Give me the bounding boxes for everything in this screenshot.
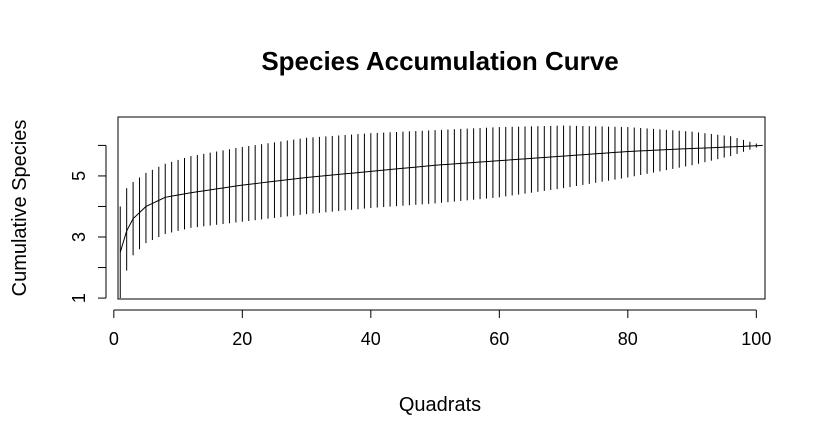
x-axis: 0 20 40 60 80 100 bbox=[109, 309, 771, 349]
x-tick-label: 20 bbox=[232, 329, 252, 349]
x-axis-label: Quadrats bbox=[399, 394, 481, 416]
y-tick-label: 3 bbox=[69, 232, 89, 242]
chart-title: Species Accumulation Curve bbox=[261, 46, 618, 76]
x-tick-label: 0 bbox=[109, 329, 119, 349]
plot-frame bbox=[117, 116, 766, 300]
x-tick-label: 80 bbox=[618, 329, 638, 349]
x-tick-label: 60 bbox=[489, 329, 509, 349]
x-tick-label: 100 bbox=[741, 329, 771, 349]
error-bars bbox=[119, 125, 757, 299]
accumulation-curve bbox=[119, 144, 763, 253]
x-tick-label: 40 bbox=[361, 329, 381, 349]
y-axis: 1 3 5 bbox=[69, 144, 107, 303]
y-tick-label: 5 bbox=[69, 171, 89, 181]
y-tick-label: 1 bbox=[69, 293, 89, 303]
y-axis-label: Cumulative Species bbox=[9, 120, 31, 297]
